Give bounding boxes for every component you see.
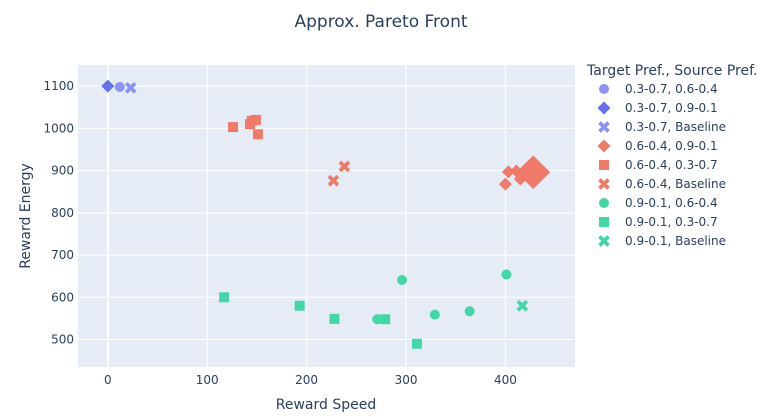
- data-point: [294, 300, 305, 311]
- x-axis-title: Reward Speed: [276, 397, 376, 413]
- data-point: [124, 81, 137, 94]
- legend-label: 0.9-0.1, 0.3-0.7: [625, 215, 718, 229]
- legend[interactable]: 0.3-0.7, 0.6-0.4 0.3-0.7, 0.9-0.1 0.3-0.7,…: [597, 82, 727, 248]
- legend-item[interactable]: 0.9-0.1, 0.3-0.7: [599, 215, 718, 229]
- data-point: [219, 292, 230, 303]
- x-tick-label: 200: [295, 373, 318, 387]
- y-tick-label: 1000: [43, 121, 74, 135]
- y-tick-label: 900: [51, 164, 74, 178]
- data-point: [501, 269, 512, 280]
- y-tick-label: 1100: [43, 79, 74, 93]
- data-point: [228, 122, 239, 133]
- legend-item[interactable]: 0.3-0.7, 0.6-0.4: [599, 82, 718, 96]
- data-point: [380, 314, 391, 325]
- legend-marker: [597, 139, 611, 153]
- data-point: [114, 81, 125, 92]
- legend-item[interactable]: 0.3-0.7, 0.9-0.1: [597, 101, 718, 115]
- legend-label: 0.9-0.1, 0.6-0.4: [625, 196, 718, 210]
- legend-marker: [598, 178, 610, 190]
- y-tick-label: 600: [51, 290, 74, 304]
- legend-label: 0.6-0.4, Baseline: [625, 177, 726, 191]
- data-point: [516, 299, 529, 312]
- plot-area: [78, 65, 575, 367]
- legend-label: 0.6-0.4, 0.3-0.7: [625, 158, 718, 172]
- data-point: [327, 174, 340, 187]
- data-point: [516, 155, 551, 190]
- legend-item[interactable]: 0.6-0.4, 0.3-0.7: [599, 158, 718, 172]
- legend-title: Target Pref., Source Pref.: [586, 63, 757, 79]
- data-point: [501, 165, 515, 179]
- x-tick-label: 0: [104, 373, 112, 387]
- data-point: [372, 314, 383, 325]
- legend-marker: [599, 84, 609, 94]
- data-point: [397, 274, 408, 285]
- y-tick-label: 800: [51, 206, 74, 220]
- x-tick-label: 100: [196, 373, 219, 387]
- legend-item[interactable]: 0.6-0.4, 0.9-0.1: [597, 139, 718, 153]
- y-axis-title: Reward Energy: [18, 163, 34, 269]
- legend-label: 0.3-0.7, Baseline: [625, 120, 726, 134]
- legend-label: 0.3-0.7, 0.6-0.4: [625, 82, 718, 96]
- legend-marker: [599, 198, 609, 208]
- y-axis-ticks: 500 600 700 800 900 1000 1100: [43, 79, 74, 346]
- legend-label: 0.9-0.1, Baseline: [625, 234, 726, 248]
- x-tick-label: 300: [395, 373, 418, 387]
- legend-item[interactable]: 0.3-0.7, Baseline: [598, 120, 727, 134]
- legend-item[interactable]: 0.9-0.1, Baseline: [598, 234, 727, 248]
- legend-marker: [599, 217, 609, 227]
- data-point: [411, 338, 422, 349]
- gridlines: [78, 65, 575, 367]
- data-point: [329, 313, 340, 324]
- x-tick-label: 400: [494, 373, 517, 387]
- chart-title: Approx. Pareto Front: [294, 12, 467, 32]
- legend-item[interactable]: 0.6-0.4, Baseline: [598, 177, 727, 191]
- legend-label: 0.3-0.7, 0.9-0.1: [625, 101, 718, 115]
- data-point: [498, 177, 512, 191]
- legend-marker: [598, 121, 610, 133]
- y-tick-label: 700: [51, 248, 74, 262]
- legend-label: 0.6-0.4, 0.9-0.1: [625, 139, 718, 153]
- data-point: [252, 129, 263, 140]
- legend-item[interactable]: 0.9-0.1, 0.6-0.4: [599, 196, 718, 210]
- data-point: [429, 309, 440, 320]
- x-axis-ticks: 0 100 200 300 400: [104, 373, 517, 387]
- legend-marker: [598, 235, 610, 247]
- data-points: [101, 79, 551, 349]
- data-point: [338, 160, 351, 173]
- y-tick-label: 500: [51, 333, 74, 347]
- data-point: [464, 306, 475, 317]
- legend-marker: [599, 160, 609, 170]
- legend-marker: [597, 101, 611, 115]
- data-point: [101, 79, 115, 93]
- data-point: [250, 114, 261, 125]
